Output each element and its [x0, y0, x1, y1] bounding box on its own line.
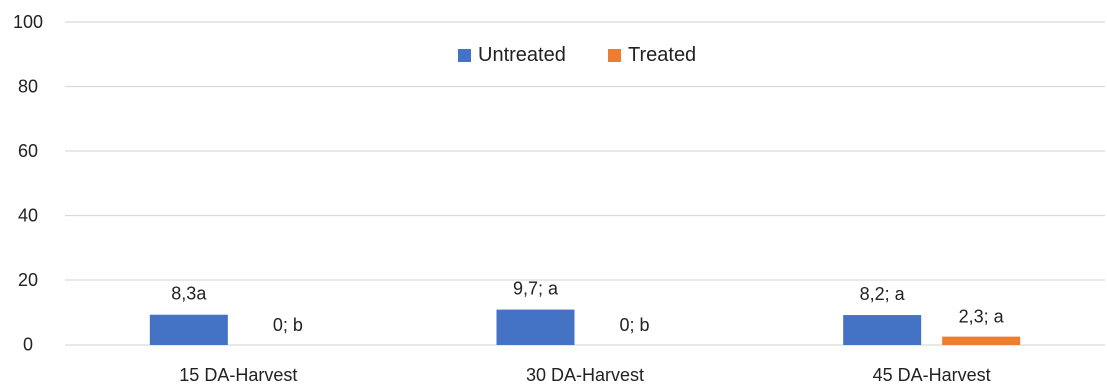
data-labels: 8,3a 0; b 9,7; a 0; b 8,2; a 2,3; a [171, 279, 1004, 335]
legend: Untreated Treated [458, 44, 696, 66]
legend-label-untreated: Untreated [478, 44, 566, 66]
data-label: 0; b [273, 315, 303, 335]
y-tick-label: 20 [18, 270, 38, 290]
data-label: 8,3a [171, 284, 207, 304]
x-category-label: 45 DA-Harvest [873, 365, 991, 385]
x-axis-category-labels: 15 DA-Harvest 30 DA-Harvest 45 DA-Harvest [179, 365, 990, 385]
y-tick-label: 80 [18, 77, 38, 97]
y-tick-label: 40 [18, 206, 38, 226]
legend-swatch-untreated [458, 49, 471, 62]
x-category-label: 15 DA-Harvest [179, 365, 297, 385]
gridlines [65, 21, 1105, 346]
bar-untreated [496, 309, 575, 345]
x-category-label: 30 DA-Harvest [526, 365, 644, 385]
y-axis-tick-labels: 100 80 60 40 20 0 [13, 12, 43, 355]
data-label: 9,7; a [513, 279, 559, 299]
legend-label-treated: Treated [628, 44, 696, 66]
y-tick-label: 60 [18, 141, 38, 161]
bar-untreated [149, 314, 228, 345]
bars [149, 309, 1021, 345]
data-label: 0; b [619, 315, 649, 335]
bar-untreated [843, 315, 922, 345]
data-label: 8,2; a [860, 284, 906, 304]
bar-treated [942, 336, 1021, 345]
legend-swatch-treated [608, 49, 621, 62]
data-label: 2,3; a [959, 307, 1005, 327]
y-tick-label: 100 [13, 12, 43, 32]
y-tick-label: 0 [23, 335, 33, 355]
